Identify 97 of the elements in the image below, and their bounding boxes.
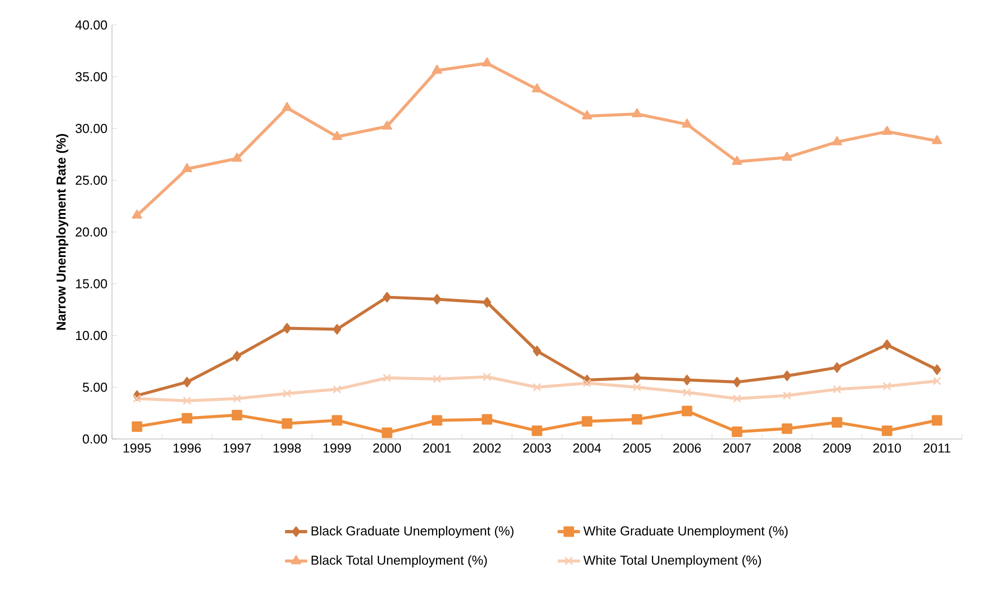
point <box>382 374 392 382</box>
x-tick-label: 2007 <box>723 443 751 453</box>
point <box>632 382 642 392</box>
point <box>182 396 192 405</box>
point <box>932 364 942 375</box>
legend-label: Black Graduate Unemployment (%) <box>312 526 514 538</box>
point <box>132 394 142 403</box>
point <box>482 58 492 67</box>
point <box>882 126 892 135</box>
point <box>732 426 742 437</box>
x-tick-label: 2006 <box>673 443 701 453</box>
x-tick-label: 2010 <box>873 443 901 453</box>
point <box>632 414 642 425</box>
point <box>782 370 792 382</box>
point <box>332 385 342 394</box>
y-tick-label: 30.00 <box>76 124 107 134</box>
point <box>382 428 392 438</box>
x-tick-label: 2009 <box>823 443 851 453</box>
y-tick-label: 40.00 <box>75 20 107 30</box>
x-tick-label: 2003 <box>523 443 551 453</box>
point <box>482 372 492 382</box>
point <box>332 131 342 140</box>
point <box>932 135 942 144</box>
point <box>782 423 792 434</box>
x-tick-label: 1997 <box>224 443 251 453</box>
point <box>882 382 892 390</box>
point <box>132 421 142 432</box>
x-tick-label: 1999 <box>324 443 351 453</box>
point <box>732 394 742 403</box>
point <box>432 294 442 305</box>
point <box>332 324 342 335</box>
point <box>432 64 442 74</box>
point <box>182 376 192 388</box>
point <box>532 382 542 392</box>
y-tick-label: 25.00 <box>76 176 107 185</box>
point <box>182 163 192 172</box>
x-tick-label: 2002 <box>473 443 501 453</box>
point <box>132 210 142 219</box>
point <box>532 346 542 356</box>
point <box>282 389 292 398</box>
point <box>232 410 242 420</box>
point <box>682 118 692 128</box>
y-tick-label: 10.00 <box>76 330 107 340</box>
point <box>832 136 842 146</box>
point <box>732 376 742 388</box>
x-tick-label: 2011 <box>924 443 950 453</box>
y-tick-label: 15.00 <box>76 279 107 288</box>
point <box>832 417 842 428</box>
point <box>282 322 292 334</box>
point <box>182 413 192 424</box>
point <box>532 425 542 436</box>
x-tick-label: 1995 <box>124 443 151 453</box>
point <box>632 108 642 118</box>
x-tick-label: 2004 <box>573 443 602 453</box>
x-tick-label: 2005 <box>623 443 651 453</box>
point <box>432 374 442 384</box>
x-tick-label: 2001 <box>423 443 451 453</box>
point <box>432 415 442 426</box>
y-tick-label: 35.00 <box>76 72 107 82</box>
point <box>882 425 892 436</box>
point <box>232 394 242 403</box>
point <box>732 156 742 165</box>
point <box>232 152 242 162</box>
legend-label: White Total Unemployment (%) <box>583 555 761 568</box>
point <box>832 362 842 373</box>
legend-label: White Graduate Unemployment (%) <box>583 526 788 538</box>
point <box>682 406 692 416</box>
x-tick-label: 1996 <box>174 443 201 453</box>
point <box>582 416 592 427</box>
point <box>482 297 492 308</box>
point <box>882 340 892 350</box>
x-tick-label: 2008 <box>773 443 801 453</box>
point <box>782 152 792 161</box>
point <box>682 388 692 397</box>
point <box>582 378 592 388</box>
point <box>282 418 292 429</box>
y-tick-label: 0.00 <box>82 434 107 444</box>
point <box>682 374 692 386</box>
y-axis-title: Narrow Unemployment Rate (%) <box>56 134 68 330</box>
point <box>582 110 592 120</box>
x-tick-label: 2000 <box>373 443 401 453</box>
legend-label: Black Total Unemployment (%) <box>312 555 487 568</box>
point <box>932 376 942 386</box>
x-tick-label: 1998 <box>274 443 301 453</box>
y-tick-label: 5.00 <box>82 382 107 392</box>
point <box>382 292 392 302</box>
point <box>532 83 542 92</box>
point <box>782 391 792 400</box>
point <box>832 385 842 394</box>
point <box>282 102 292 112</box>
point <box>232 350 242 362</box>
point <box>382 120 392 130</box>
y-tick-label: 20.00 <box>76 227 107 237</box>
point <box>932 415 942 426</box>
point <box>632 372 642 384</box>
point <box>332 415 342 426</box>
point <box>482 414 492 425</box>
